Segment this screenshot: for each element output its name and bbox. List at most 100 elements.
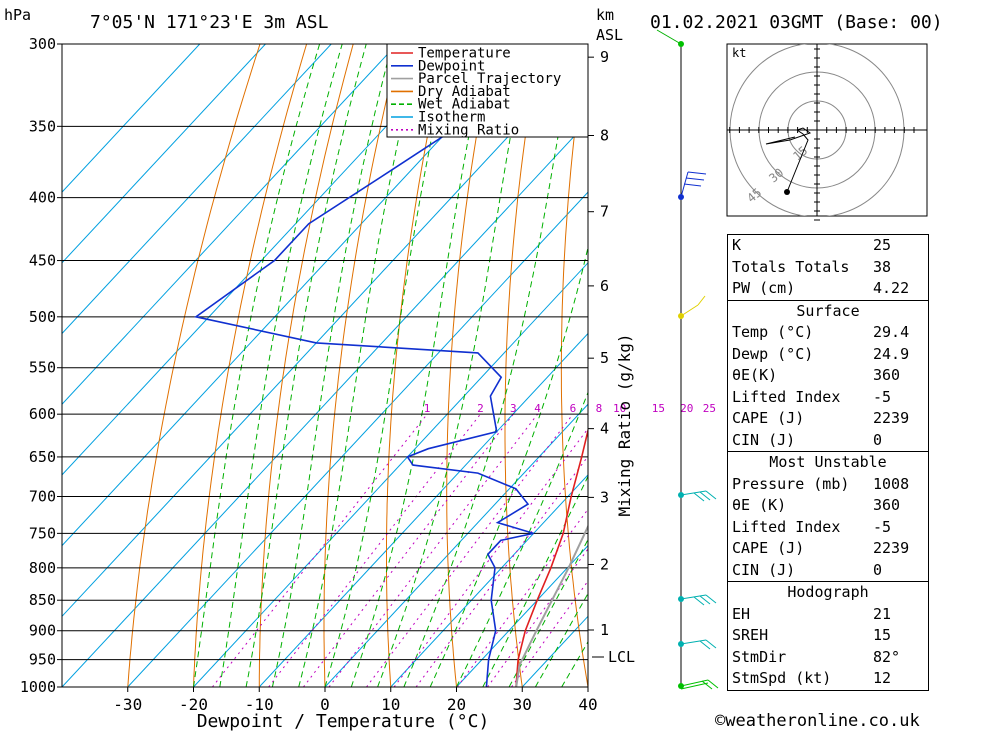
temperature-tick-label: -30 [113, 695, 142, 714]
dry-adiabat-line [560, 44, 588, 687]
x-axis-title: Dewpoint / Temperature (°C) [197, 711, 490, 732]
dry-adiabat-line [323, 44, 401, 687]
wet-adiabat-line [271, 44, 393, 687]
dry-adiabat-line [193, 44, 308, 687]
height-km-tick-label: 8 [600, 126, 609, 144]
mixing-ratio-label: 1 [424, 402, 431, 415]
wet-adiabat-line [324, 44, 453, 687]
datetime-title: 01.02.2021 03GMT (Base: 00) [650, 12, 943, 33]
wet-adiabat-line [193, 44, 321, 687]
legend-label: Temperature [418, 46, 511, 62]
temperature-tick-label: 40 [578, 695, 597, 714]
mu-title: Most Unstable [728, 451, 928, 474]
surface-temp: Temp (°C) 29.4 [732, 323, 910, 341]
height-km-tick-label: 5 [600, 349, 609, 367]
location-title: 7°05'N 171°23'E 3m ASL [90, 12, 329, 33]
mixing-ratio-label: 15 [652, 402, 665, 415]
surface-cape: CAPE (J) 2239 [732, 409, 910, 427]
hodo-eh: EH 21 [732, 604, 892, 623]
wind-barb-700 [678, 490, 717, 502]
hodograph-end-point [784, 189, 790, 195]
legend-label: Dry Adiabat [418, 84, 511, 100]
legend-label: Parcel Trajectory [418, 71, 561, 87]
wind-barb-850 [678, 594, 717, 606]
height-km-tick-label: 9 [600, 48, 609, 66]
km-unit-label: km [596, 6, 614, 24]
isotherm-line [62, 44, 464, 476]
legend-label: Wet Adiabat [418, 97, 511, 113]
mixing-ratio-line [366, 413, 574, 687]
isotherm-line [258, 332, 588, 687]
surface-dewp: Dewp (°C) 24.9 [732, 344, 910, 363]
credit-text: ©weatheronline.co.uk [715, 711, 920, 731]
hodo-stmdir: StmDir 82° [732, 647, 901, 666]
pressure-tick-label: 350 [29, 117, 56, 135]
series-line-parcel-trajectory [515, 524, 588, 687]
surface-title: Surface [728, 299, 928, 323]
pressure-tick-label: 800 [29, 559, 56, 577]
mixing-ratio-label: 6 [570, 402, 577, 415]
index-row-totals: Totals Totals 38 [732, 257, 892, 276]
mu-cin: CIN (J) 0 [732, 560, 883, 579]
dry-adiabat-line [959, 44, 1000, 687]
wind-barb-profile [656, 29, 719, 690]
pressure-tick-label: 450 [29, 252, 56, 270]
legend-label: Dewpoint [418, 58, 485, 74]
isotherm-line [62, 44, 201, 193]
height-km-tick-label: 6 [600, 277, 609, 295]
index-row-pw: PW (cm) 4.22 [732, 279, 910, 297]
wet-adiabat-line [429, 245, 588, 687]
isotherm-line [62, 44, 398, 405]
wind-barb-500 [678, 295, 706, 319]
mixing-ratio-label: 2 [477, 402, 484, 415]
dry-adiabat-line [669, 44, 720, 687]
pressure-tick-label: 600 [29, 405, 56, 423]
mu-pressure: Pressure (mb) 1008 [732, 474, 910, 493]
height-km-tick-label: 2 [600, 555, 609, 573]
hodo-sreh: SREH 15 [732, 626, 892, 644]
index-row-k: K 25 [732, 236, 892, 254]
wind-barb-1000 [678, 679, 719, 690]
pressure-tick-label: 500 [29, 308, 56, 326]
mu-cape: CAPE (J) 2239 [732, 539, 910, 557]
wet-adiabat-line [508, 538, 588, 687]
isotherm-line [62, 44, 266, 264]
hodograph-title: Hodograph [728, 581, 928, 604]
y-axis-right-title: Mixing Ratio (g/kg) [615, 333, 634, 516]
axis-labels: 3003504004505005506006507007508008509009… [20, 35, 609, 714]
isotherm-line [62, 44, 332, 335]
pressure-tick-label: 400 [29, 189, 56, 207]
series-line-dewpoint [193, 48, 588, 687]
pressure-tick-label: 950 [29, 651, 56, 669]
hodo-stmspd: StmSpd (kt) 12 [732, 669, 892, 687]
isotherm-line [62, 49, 588, 618]
mu-lifted-index: Lifted Index -5 [732, 517, 892, 536]
mixing-ratio-line [303, 413, 514, 687]
dry-adiabat-line [258, 44, 354, 687]
hodograph: kt 15 30 45 [726, 43, 928, 221]
isotherm-line [390, 474, 588, 687]
mu-theta: θE (K) 360 [732, 496, 901, 514]
hodograph-trace [765, 127, 812, 193]
height-km-tick-label: 1 [600, 621, 609, 639]
legend-label: Isotherm [418, 110, 485, 126]
legend-label: Mixing Ratio [418, 122, 519, 138]
surface-lifted-index: Lifted Index -5 [732, 387, 892, 406]
profile-lines [193, 48, 588, 687]
isotherm-line [127, 191, 588, 687]
wind-barb-400 [678, 171, 707, 200]
temperature-tick-label: 10 [381, 695, 400, 714]
surface-cin: CIN (J) 0 [732, 430, 883, 449]
wind-barb-925 [678, 639, 717, 650]
surface-theta: θE(K) 360 [732, 366, 901, 384]
plot-frame [61, 43, 589, 688]
lcl-label: LCL [608, 648, 635, 666]
isotherm-line [324, 403, 588, 687]
height-km-tick-label: 4 [600, 420, 609, 438]
dry-adiabat-line [127, 44, 261, 687]
pressure-tick-label: 1000 [20, 678, 56, 696]
mixing-ratio-label: 3 [510, 402, 517, 415]
isotherm-line [456, 544, 588, 687]
pressure-tick-label: 550 [29, 359, 56, 377]
